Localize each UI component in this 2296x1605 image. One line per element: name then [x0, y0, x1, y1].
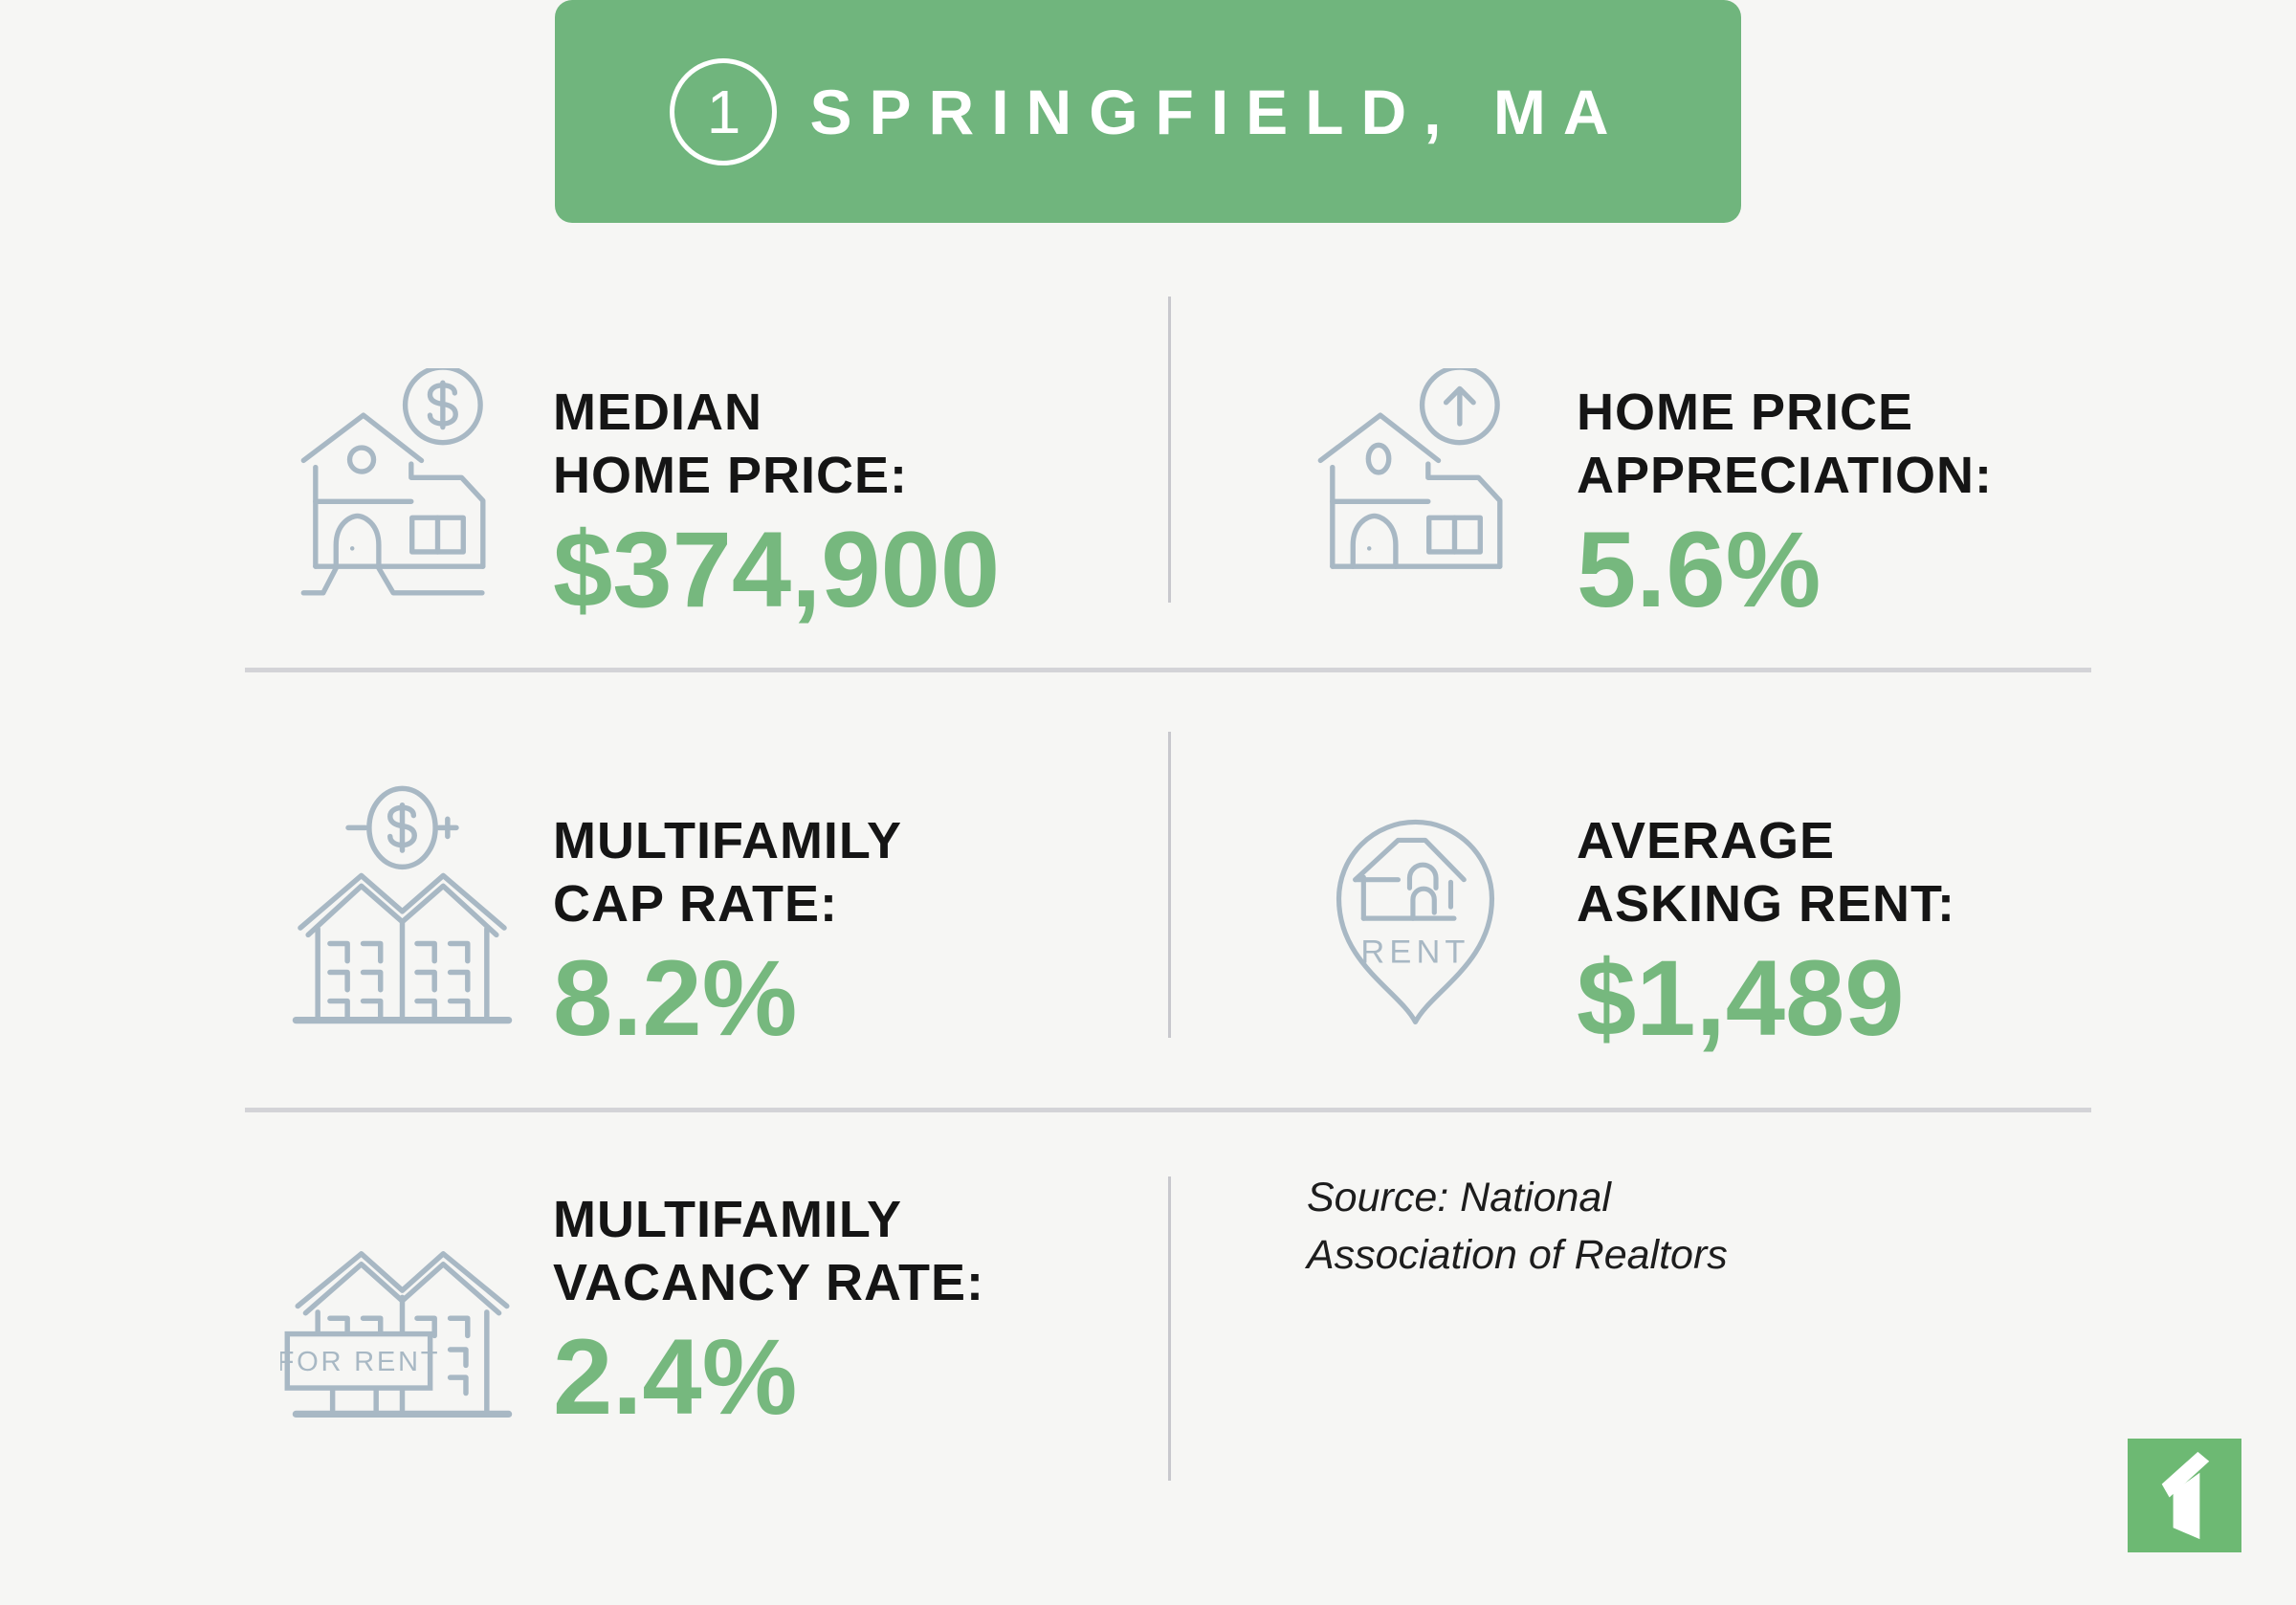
rank-number: 1	[706, 77, 741, 146]
source-attribution: Source: National Association of Realtors	[1307, 1175, 1728, 1278]
stat-average-asking-rent: AVERAGE ASKING RENT: $1,489	[1577, 809, 1955, 1057]
page-title: SPRINGFIELD, MA	[809, 76, 1626, 147]
stat-median-home-price: MEDIAN HOME PRICE: $374,900	[553, 381, 1000, 628]
stat-label: AVERAGE ASKING RENT:	[1577, 812, 1956, 933]
rent-pin-icon: RENT	[1313, 802, 1518, 1040]
vertical-divider-3	[1168, 1176, 1171, 1481]
vertical-divider-2	[1168, 732, 1171, 1038]
for-rent-sign-label: FOR RENT	[280, 1347, 440, 1377]
stat-value: $374,900	[553, 510, 1001, 629]
multifamily-dollar-icon	[280, 782, 524, 1044]
for-rent-building-icon: FOR RENT	[280, 1203, 524, 1430]
stat-label: MULTIFAMILY VACANCY RATE:	[553, 1191, 985, 1311]
stat-value: $1,489	[1577, 938, 1905, 1058]
stat-value: 8.2%	[553, 938, 798, 1058]
stat-value: 2.4%	[553, 1317, 798, 1437]
rent-pin-label: RENT	[1360, 934, 1469, 971]
house-arrow-up-icon	[1299, 368, 1538, 616]
header-banner: 1 SPRINGFIELD, MA	[555, 0, 1741, 223]
stat-home-price-appreciation: HOME PRICE APPRECIATION: 5.6%	[1577, 381, 1993, 628]
brand-logo	[2128, 1439, 2241, 1552]
stat-multifamily-vacancy-rate: MULTIFAMILY VACANCY RATE: 2.4%	[553, 1188, 984, 1436]
horizontal-divider-1	[245, 668, 2091, 672]
rank-badge: 1	[670, 57, 778, 165]
horizontal-divider-2	[245, 1108, 2091, 1112]
stat-label: MEDIAN HOME PRICE:	[553, 384, 909, 504]
vertical-divider-1	[1168, 297, 1171, 603]
stat-label: HOME PRICE APPRECIATION:	[1577, 384, 1994, 504]
stat-multifamily-cap-rate: MULTIFAMILY CAP RATE: 8.2%	[553, 809, 902, 1057]
stat-label: MULTIFAMILY CAP RATE:	[553, 812, 902, 933]
stat-value: 5.6%	[1577, 510, 1821, 629]
house-dollar-icon	[282, 368, 521, 616]
